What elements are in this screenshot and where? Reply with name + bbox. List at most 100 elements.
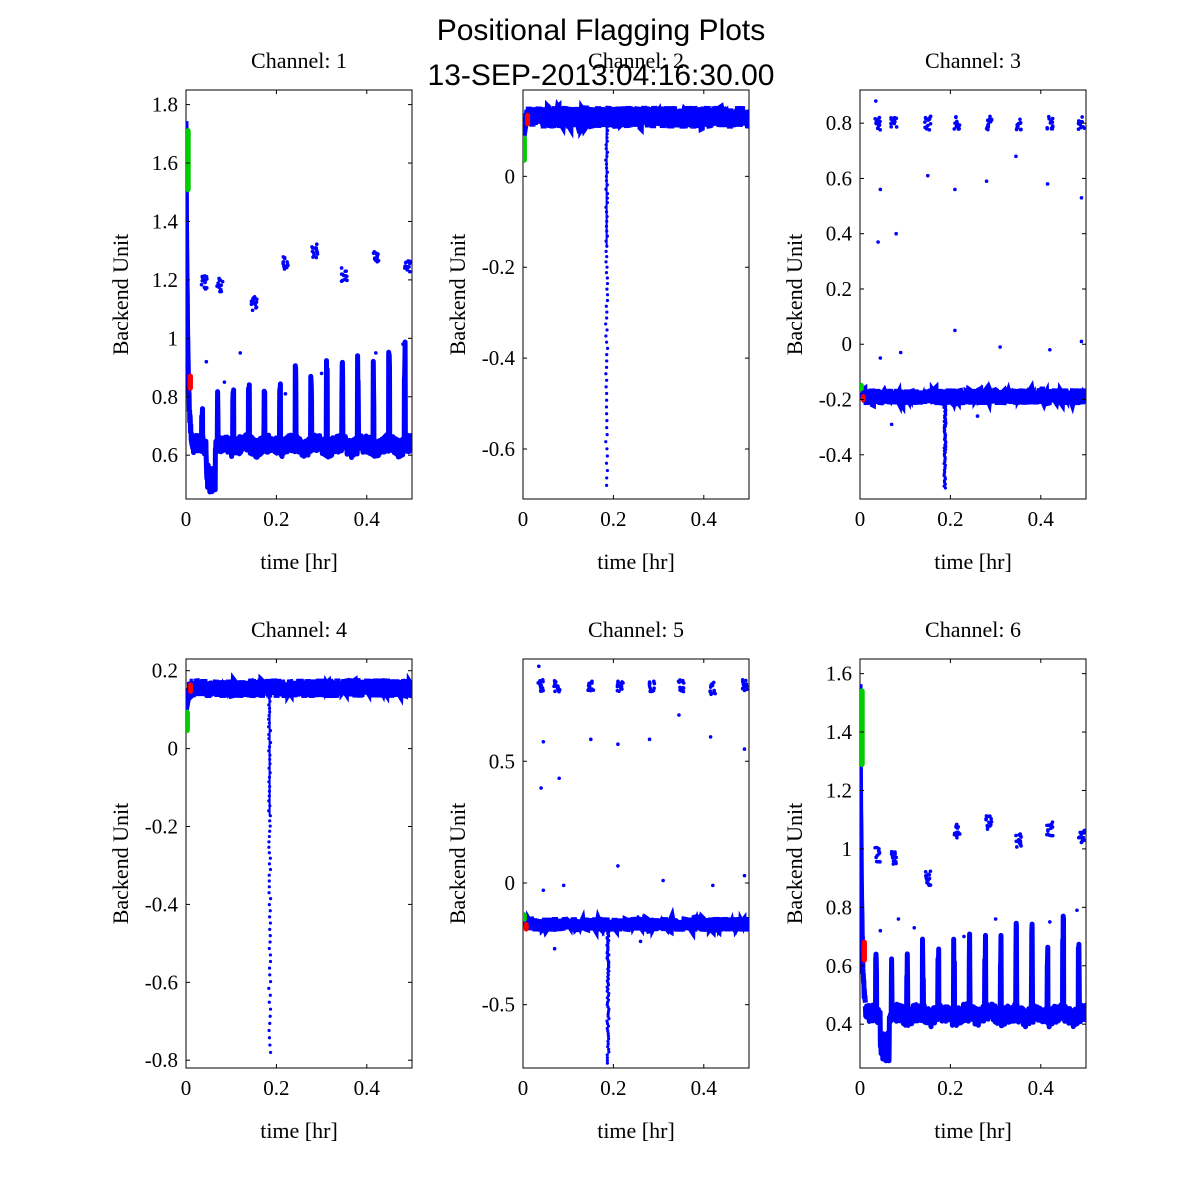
cluster-point: [876, 122, 881, 127]
dip-point: [267, 1036, 272, 1040]
y-tick-label: 1.4: [152, 209, 179, 233]
dip-point: [267, 986, 271, 990]
cluster-point: [987, 820, 991, 825]
cluster-point: [1050, 126, 1055, 131]
scatter-point: [616, 742, 620, 747]
scatter-point: [878, 928, 883, 933]
cluster-point: [923, 120, 927, 124]
dip-point: [267, 879, 271, 883]
dip-point: [268, 915, 272, 919]
dip-point: [605, 447, 609, 451]
cluster-point: [928, 869, 933, 874]
x-tick-label: 0.2: [263, 1076, 289, 1100]
dip-point: [605, 293, 610, 297]
cluster-point: [620, 687, 624, 691]
cluster-point: [1079, 840, 1084, 845]
cluster-point: [553, 689, 557, 694]
y-tick-label: 1.8: [152, 93, 178, 117]
scatter-point: [539, 786, 543, 790]
dip-point: [268, 856, 272, 860]
cluster-point: [1018, 117, 1022, 122]
y-tick-label: 1.2: [826, 778, 852, 802]
scatter-point: [898, 350, 903, 355]
cluster-point: [709, 691, 714, 696]
cluster-point: [219, 289, 224, 294]
cluster-point: [200, 278, 205, 283]
cluster-point: [984, 818, 988, 822]
cluster-point: [541, 679, 545, 684]
scatter-point: [953, 328, 957, 333]
dip-point: [605, 254, 609, 259]
cluster-point: [200, 275, 205, 280]
cluster-point: [204, 286, 209, 290]
dip-point: [267, 903, 271, 907]
y-tick-label: 1: [842, 837, 853, 861]
cluster-point: [952, 832, 957, 837]
y-axis-label: Backend Unit: [108, 803, 133, 925]
cluster-point: [952, 127, 957, 131]
dip-point: [268, 953, 273, 957]
cluster-point: [557, 687, 562, 692]
cluster-point: [1080, 115, 1084, 119]
dip-point: [268, 897, 273, 901]
cluster-point: [889, 125, 893, 129]
dip-point: [604, 270, 609, 275]
cluster-point: [652, 681, 657, 686]
cluster-point: [343, 273, 348, 278]
y-tick-label: 1.6: [152, 151, 178, 175]
y-tick-label: 1.4: [826, 720, 853, 744]
series-trace: [188, 339, 412, 495]
scatter-point: [319, 371, 324, 376]
dip-point: [606, 1024, 611, 1028]
scatter-point: [1079, 195, 1084, 200]
cluster-point: [890, 854, 895, 859]
cluster-point: [282, 264, 286, 269]
dip-point: [605, 425, 609, 430]
dip-point: [605, 265, 609, 269]
cluster-point: [678, 685, 682, 690]
dip-point: [605, 287, 609, 291]
cluster-point: [891, 862, 896, 866]
scatter-point: [557, 776, 561, 781]
subplot-channel-6: 0 0.2 0.4 0.4 0.6 0.8 1 1.2 1.4 1.6 Channel: 6 time…: [782, 617, 1087, 1143]
dip-point: [267, 966, 272, 970]
cluster-point: [709, 683, 713, 687]
subplot-title: Channel: 3: [925, 48, 1021, 73]
scatter-point: [1061, 928, 1066, 933]
cluster-point: [740, 686, 745, 691]
cluster-point: [312, 253, 316, 258]
y-tick-label: 0.4: [826, 222, 853, 246]
dip-point: [606, 1012, 610, 1016]
scatter-point: [541, 888, 546, 893]
cluster-point: [405, 265, 410, 269]
scatter-point: [708, 735, 713, 739]
cluster-point: [955, 119, 959, 124]
cluster-point: [1049, 833, 1053, 838]
scatter-point: [238, 351, 243, 355]
cluster-point: [893, 850, 897, 854]
cluster-point: [677, 680, 681, 685]
data-layer: [860, 684, 1086, 1064]
y-axis-label: Backend Unit: [782, 803, 807, 925]
cluster-point: [1082, 126, 1086, 130]
cluster-point: [553, 679, 557, 684]
scatter-point: [204, 359, 209, 364]
cluster-point: [713, 691, 717, 696]
cluster-point: [538, 683, 542, 687]
y-tick-label: 0: [505, 164, 516, 188]
cluster-point: [873, 117, 877, 121]
dip-point: [604, 322, 608, 326]
cluster-point: [648, 681, 652, 685]
scatter-point: [711, 883, 715, 888]
dip-point: [605, 1053, 609, 1057]
dip-point: [267, 873, 271, 877]
y-tick-label: -0.2: [145, 814, 178, 838]
dip-point: [267, 834, 271, 839]
dip-point: [267, 946, 271, 951]
y-axis-label: Backend Unit: [445, 803, 470, 925]
cluster-point: [988, 120, 992, 124]
flag-red: [187, 373, 193, 391]
cluster-point: [220, 279, 225, 284]
dip-point: [605, 378, 609, 382]
dip-point: [604, 461, 609, 465]
